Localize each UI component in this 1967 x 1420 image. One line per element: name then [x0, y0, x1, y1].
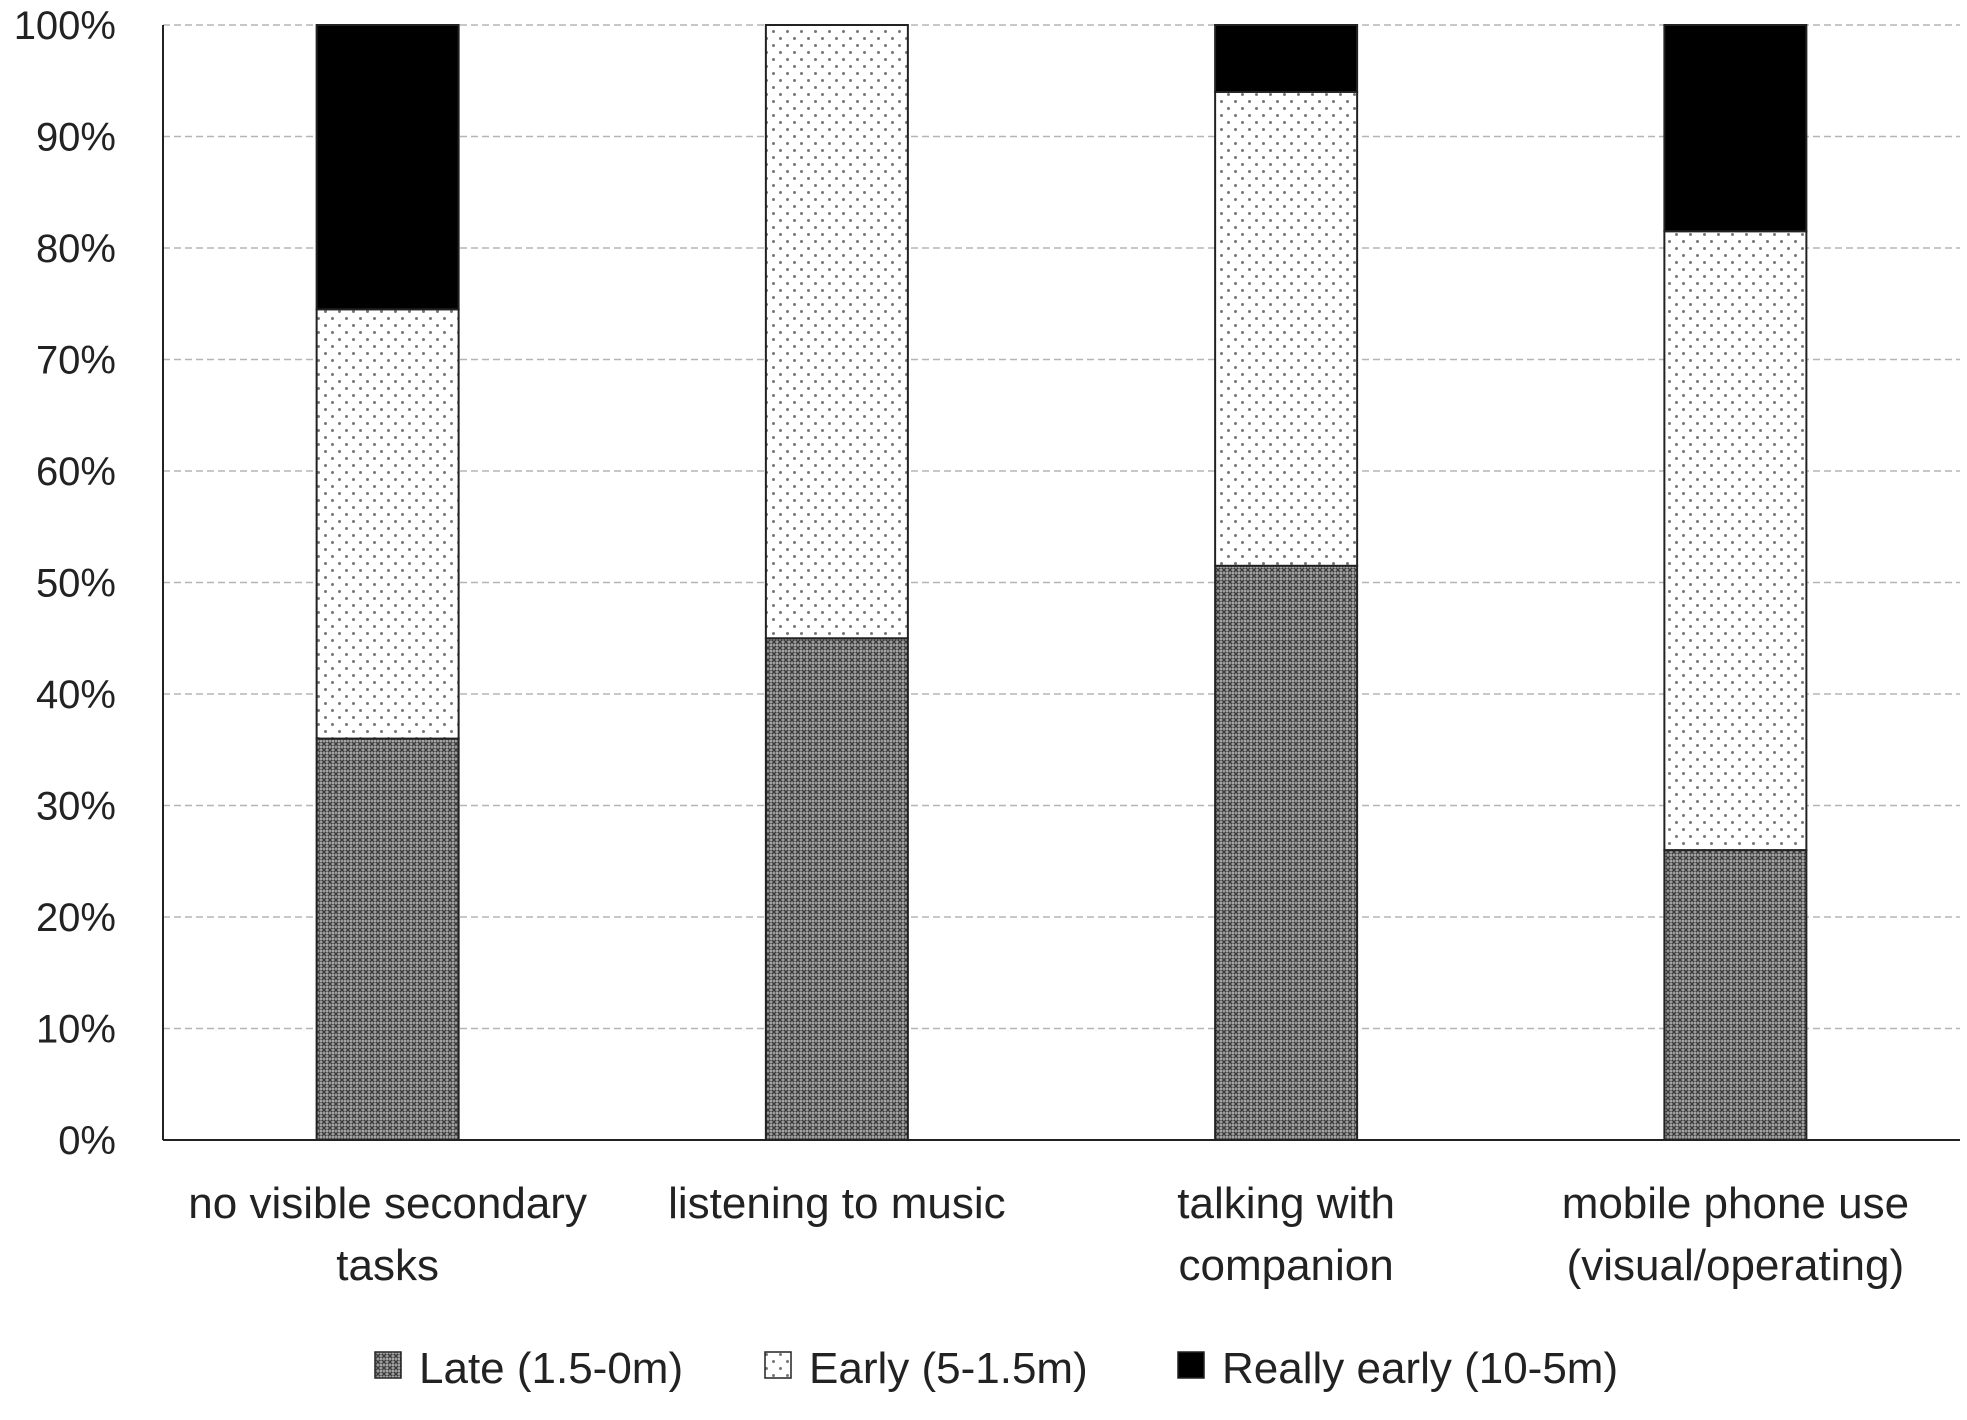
y-tick-label: 20%	[36, 896, 116, 940]
y-tick-label: 40%	[36, 673, 116, 717]
y-tick-label: 60%	[36, 450, 116, 494]
y-tick-label: 100%	[14, 4, 116, 48]
bar-segment	[1214, 564, 1359, 1141]
x-tick-label: listening to music	[668, 1179, 1005, 1228]
x-tick-label: talking with	[1177, 1179, 1395, 1228]
y-tick-label: 30%	[36, 785, 116, 829]
y-tick-label: 10%	[36, 1008, 116, 1052]
bar-segment	[315, 24, 460, 311]
bar-segment	[1214, 24, 1359, 93]
y-tick-label: 90%	[36, 116, 116, 160]
x-tick-label: (visual/operating)	[1567, 1241, 1905, 1290]
bar-segment	[1663, 24, 1808, 233]
bar-segment	[764, 24, 909, 640]
legend-label: Early (5-1.5m)	[809, 1344, 1088, 1393]
bar-segment	[315, 308, 460, 740]
x-tick-label: mobile phone use	[1562, 1179, 1909, 1228]
bar-segment	[764, 637, 909, 1141]
x-tick-label: tasks	[336, 1241, 439, 1290]
legend-swatch	[374, 1351, 402, 1379]
legend-label: Really early (10-5m)	[1222, 1344, 1618, 1393]
bar-segment	[1214, 90, 1359, 567]
y-tick-label: 0%	[58, 1119, 116, 1163]
bar-segment	[1663, 230, 1808, 852]
x-tick-label: no visible secondary	[188, 1179, 587, 1228]
legend-swatch	[764, 1351, 792, 1379]
bar-segment	[315, 737, 460, 1141]
y-tick-label: 50%	[36, 562, 116, 606]
bar-segment	[1663, 849, 1808, 1141]
y-tick-label: 70%	[36, 339, 116, 383]
legend-label: Late (1.5-0m)	[419, 1344, 683, 1393]
y-tick-label: 80%	[36, 227, 116, 271]
legend-swatch	[1177, 1351, 1205, 1379]
x-tick-label: companion	[1178, 1241, 1393, 1290]
